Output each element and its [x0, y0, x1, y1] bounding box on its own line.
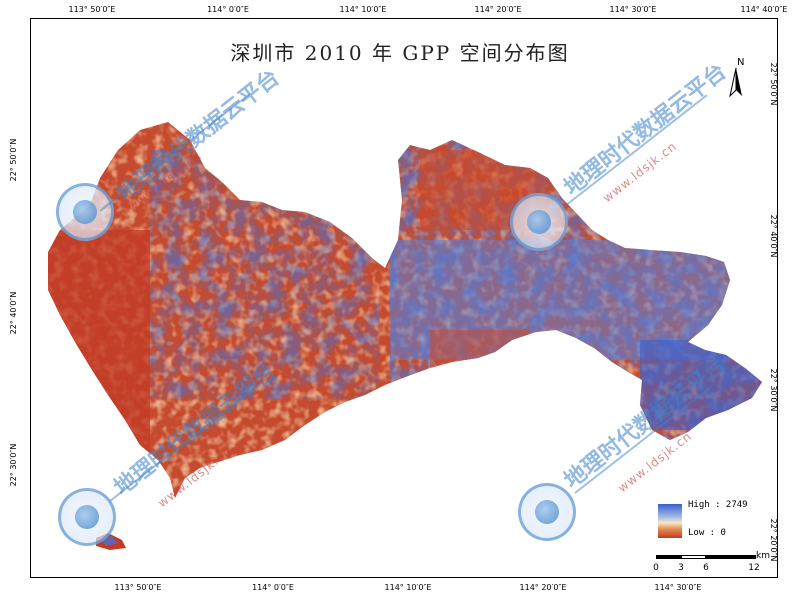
north-arrow-icon: [729, 67, 742, 98]
top-tick: 114° 20′0″E: [474, 5, 522, 14]
north-arrow: N: [724, 57, 748, 100]
bottom-tick: 114° 0′0″E: [252, 583, 294, 592]
scale-unit: km: [756, 551, 770, 561]
top-tick: 113° 50′0″E: [68, 5, 116, 14]
watermark-seal: [56, 183, 114, 241]
bottom-tick: 114° 30′0″E: [654, 583, 702, 592]
legend-low-label: Low : 0: [688, 528, 726, 538]
scale-label: 6: [703, 563, 709, 573]
top-tick: 114° 10′0″E: [339, 5, 387, 14]
scale-segment: [681, 555, 706, 559]
scale-label: 12: [748, 563, 760, 573]
watermark-seal: [58, 488, 116, 546]
map-frame: [30, 18, 778, 578]
bottom-tick: 114° 10′0″E: [384, 583, 432, 592]
scale-label: 0: [653, 563, 659, 573]
scale-segment: [706, 555, 756, 559]
scale-segment: [656, 555, 681, 559]
watermark-seal: [518, 483, 576, 541]
top-tick: 114° 0′0″E: [207, 5, 249, 14]
legend-high-label: High : 2749: [688, 500, 748, 510]
north-label: N: [737, 57, 745, 68]
bottom-tick: 113° 50′0″E: [114, 583, 162, 592]
top-tick: 114° 30′0″E: [609, 5, 657, 14]
map-title: 深圳市 2010 年 GPP 空间分布图: [230, 41, 570, 65]
top-tick: 114° 40′0″E: [740, 5, 788, 14]
scale-bar: km 0 3 6 12: [653, 551, 770, 575]
legend-color-ramp: [658, 504, 682, 538]
legend: High : 2749 Low : 0: [656, 500, 756, 550]
scale-label: 3: [678, 563, 684, 573]
bottom-tick: 114° 20′0″E: [519, 583, 567, 592]
watermark-seal: [510, 193, 568, 251]
